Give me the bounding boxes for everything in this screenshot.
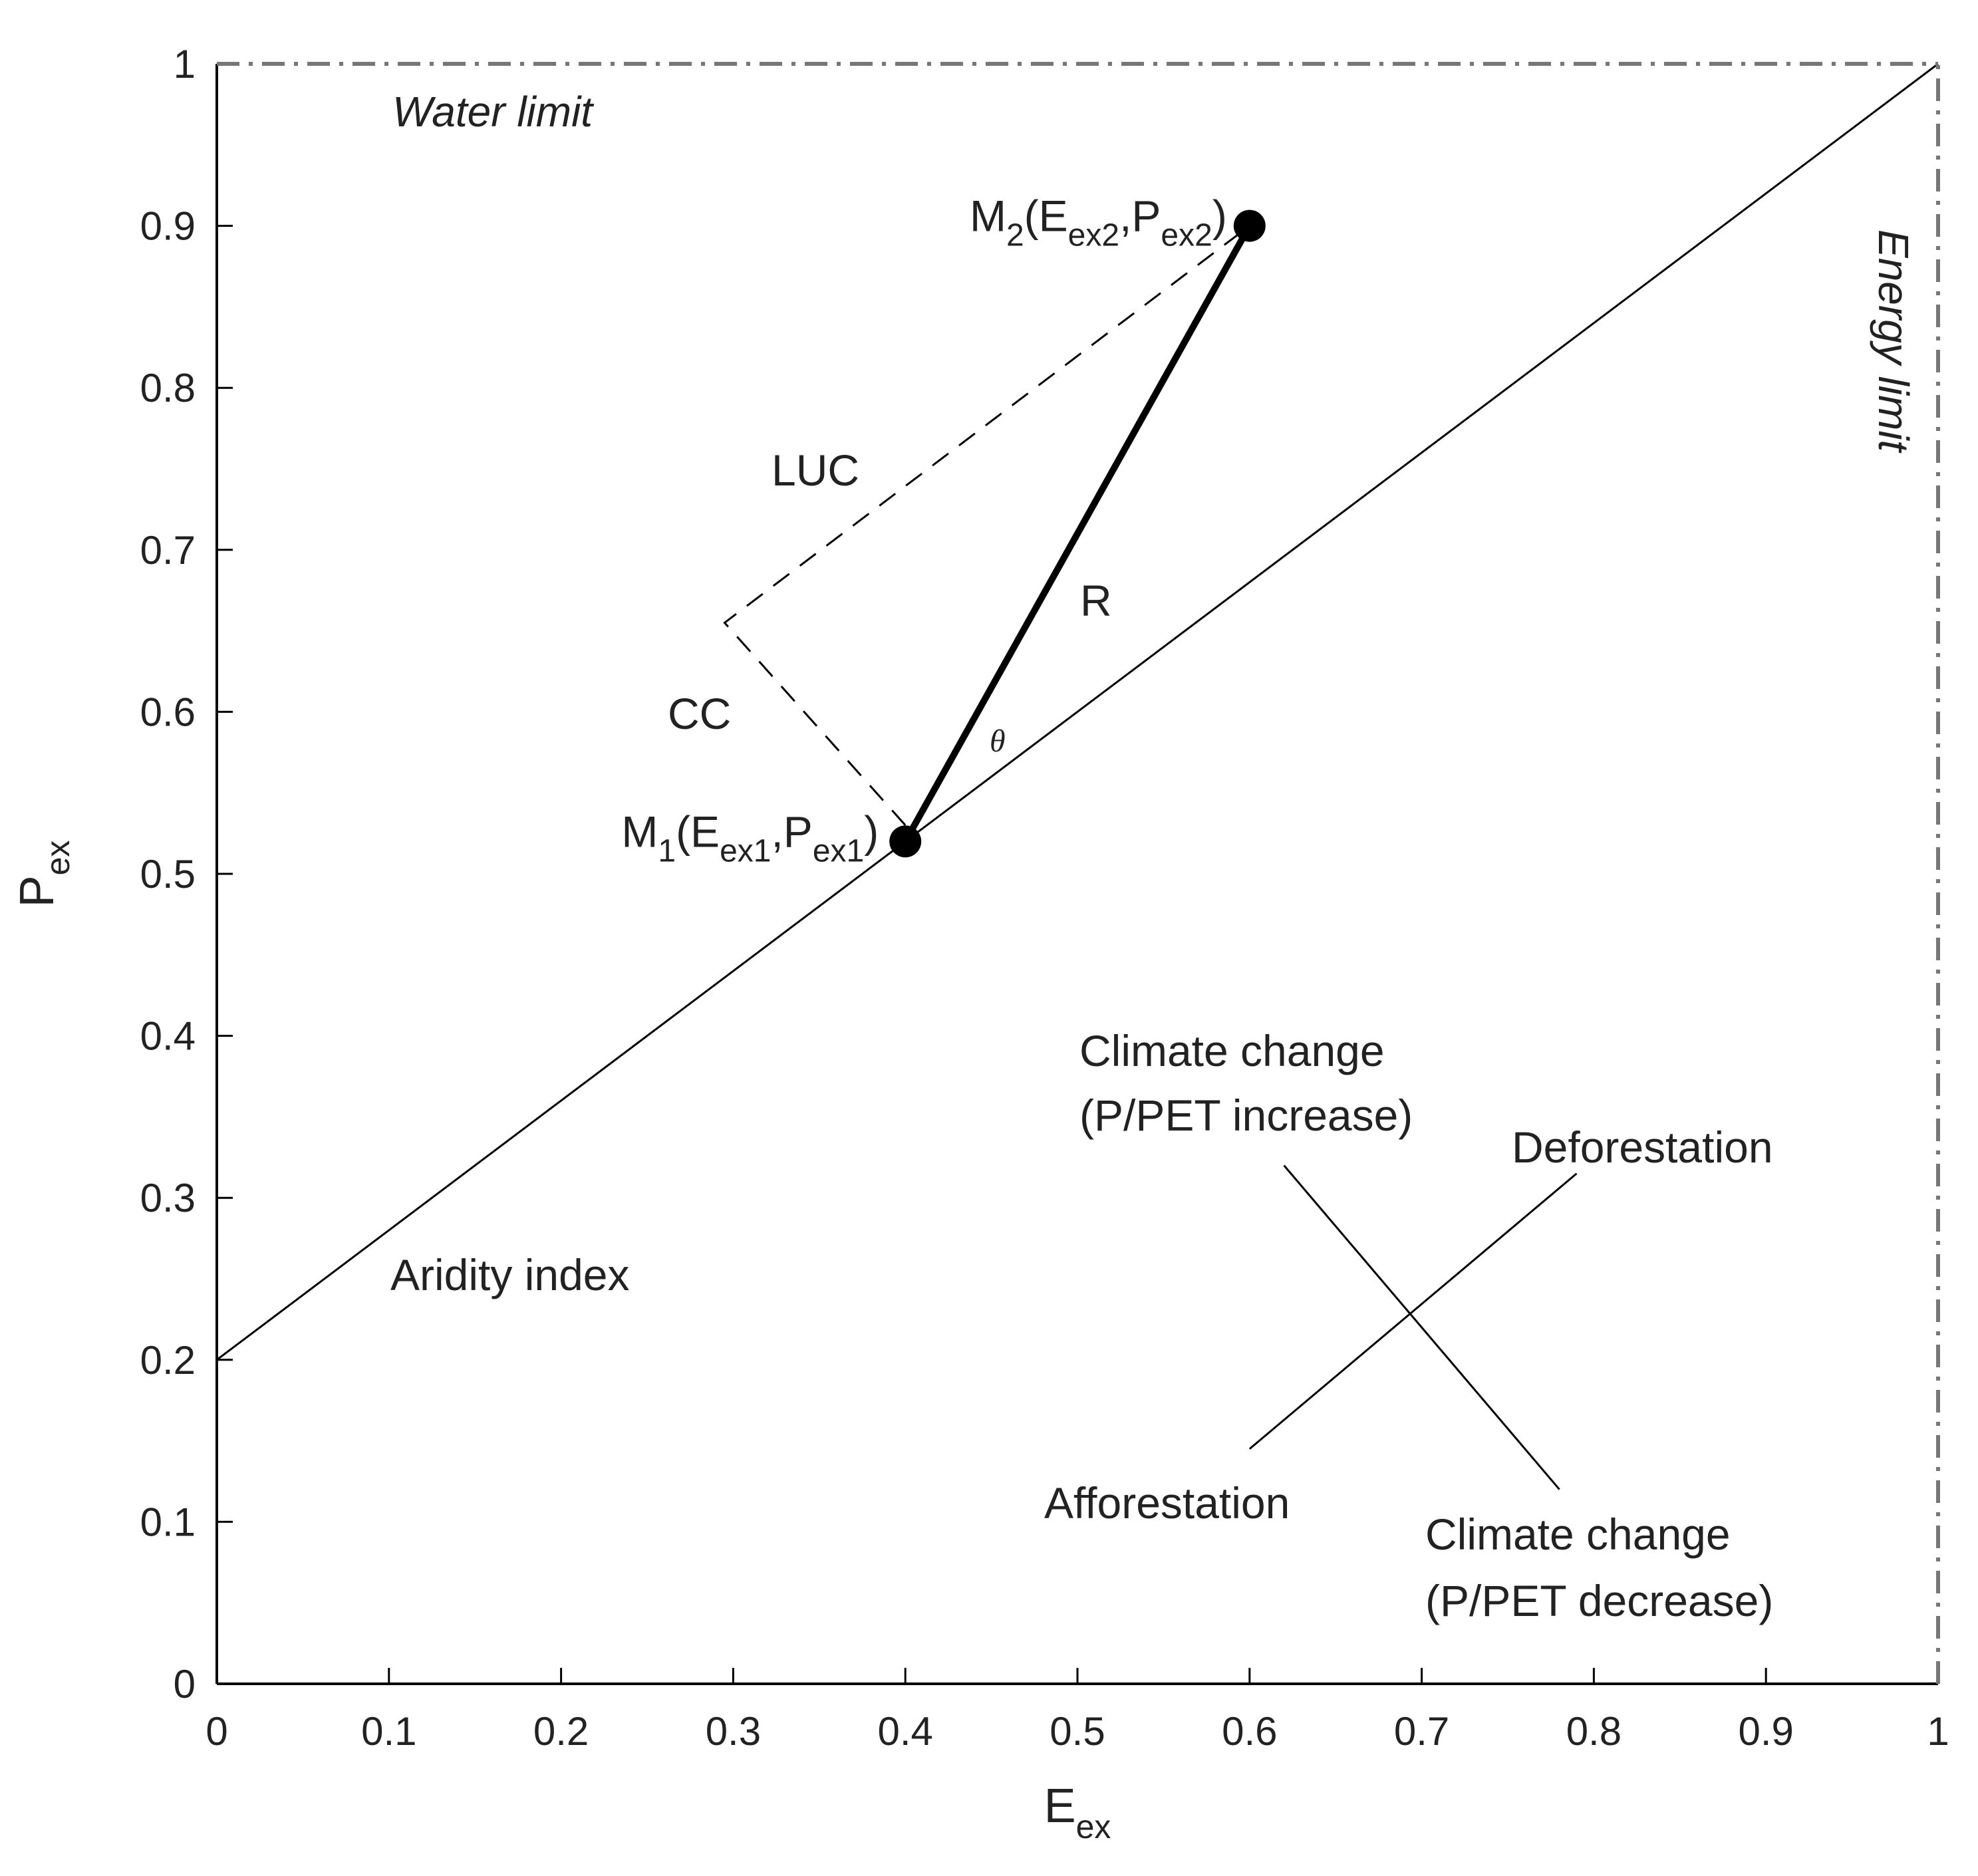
water-limit-label: Water limit [392, 88, 594, 136]
x-tick-label: 0 [206, 1709, 227, 1754]
theta-label: θ [990, 724, 1006, 759]
climate-increase-label-line2: (P/PET increase) [1079, 1091, 1413, 1140]
x-ticks: 0 0.1 0.2 0.3 0.4 0.5 0.6 0.7 0.8 0.9 1 [206, 1668, 1949, 1754]
point-label-m2: M2(Eex2,Pex2) [970, 192, 1227, 253]
x-tick-label: 0.4 [877, 1709, 932, 1754]
m2-label-close: ) [1212, 192, 1227, 241]
y-tick-label: 0.5 [140, 852, 196, 896]
x-axis-title-sub: ex [1076, 1808, 1111, 1845]
y-axis-title-main: P [11, 875, 64, 907]
m2-label-sub2: ex2 [1161, 218, 1212, 253]
x-tick-label: 0.7 [1394, 1709, 1449, 1754]
point-m1 [889, 825, 922, 858]
points-layer [889, 209, 1266, 858]
series-deforestation-afforestation-direction [1248, 1172, 1578, 1450]
climate-decrease-label-line1: Climate change [1425, 1510, 1731, 1559]
x-tick-label: 0.5 [1050, 1709, 1105, 1754]
m1-label-sub2: ex1 [813, 833, 864, 869]
deforestation-label: Deforestation [1512, 1123, 1773, 1172]
m1-label-index: 1 [658, 833, 676, 869]
afforestation-label: Afforestation [1044, 1478, 1290, 1528]
x-tick-label: 0.3 [706, 1709, 761, 1754]
point-label-m1: M1(Eex1,Pex1) [621, 807, 879, 869]
aridity-index-label: Aridity index [390, 1250, 630, 1299]
m2-label-open: (E [1024, 192, 1068, 241]
series-r [902, 224, 1253, 843]
y-tick-label: 0.3 [140, 1176, 196, 1220]
y-tick-label: 0.1 [140, 1500, 196, 1544]
x-axis-title-main: E [1044, 1780, 1076, 1833]
y-tick-label: 0.7 [140, 528, 196, 573]
luc-label: LUC [772, 446, 859, 495]
y-tick-label: 1 [174, 42, 196, 86]
y-tick-label: 0.2 [140, 1338, 196, 1383]
series-layer [216, 62, 1940, 1684]
y-ticks: 0 0.1 0.2 0.3 0.4 0.5 0.6 0.7 0.8 0.9 1 [140, 42, 233, 1706]
x-axis-title: Eex [1044, 1780, 1111, 1845]
cc-label: CC [668, 689, 731, 738]
m1-label-close: ) [864, 807, 879, 856]
m1-label-main: M [621, 807, 658, 856]
m1-label-open: (E [676, 807, 720, 856]
r-label: R [1080, 576, 1112, 625]
y-tick-label: 0.9 [140, 204, 196, 249]
m1-label-sub1: ex1 [720, 833, 771, 869]
x-tick-label: 0.6 [1222, 1709, 1277, 1754]
x-tick-label: 0.8 [1566, 1709, 1622, 1754]
point-m2 [1233, 209, 1266, 242]
series-aridity-index [216, 63, 1939, 1361]
y-tick-label: 0 [174, 1662, 196, 1706]
x-tick-label: 0.2 [533, 1709, 589, 1754]
m2-label-main: M [970, 192, 1006, 241]
m2-label-comma: ,P [1119, 192, 1161, 241]
series-climate-change-direction [1283, 1164, 1560, 1490]
m1-label-comma: ,P [771, 807, 812, 856]
m2-label-sub1: ex2 [1068, 218, 1119, 253]
x-tick-label: 0.1 [361, 1709, 416, 1754]
y-axis-title-sub: ex [39, 841, 76, 876]
y-tick-label: 0.4 [140, 1014, 196, 1059]
climate-increase-label-line1: Climate change [1079, 1026, 1385, 1075]
y-axis-title: Pex [11, 841, 76, 908]
energy-limit-label: Energy limit [1870, 229, 1917, 454]
y-tick-label: 0.6 [140, 690, 196, 734]
x-tick-label: 0.9 [1738, 1709, 1793, 1754]
climate-decrease-label-line2: (P/PET decrease) [1425, 1576, 1773, 1625]
m2-label-index: 2 [1006, 218, 1024, 253]
y-tick-label: 0.8 [140, 366, 196, 410]
x-tick-label: 1 [1927, 1709, 1949, 1754]
series-cc-luc-path [723, 225, 1250, 826]
